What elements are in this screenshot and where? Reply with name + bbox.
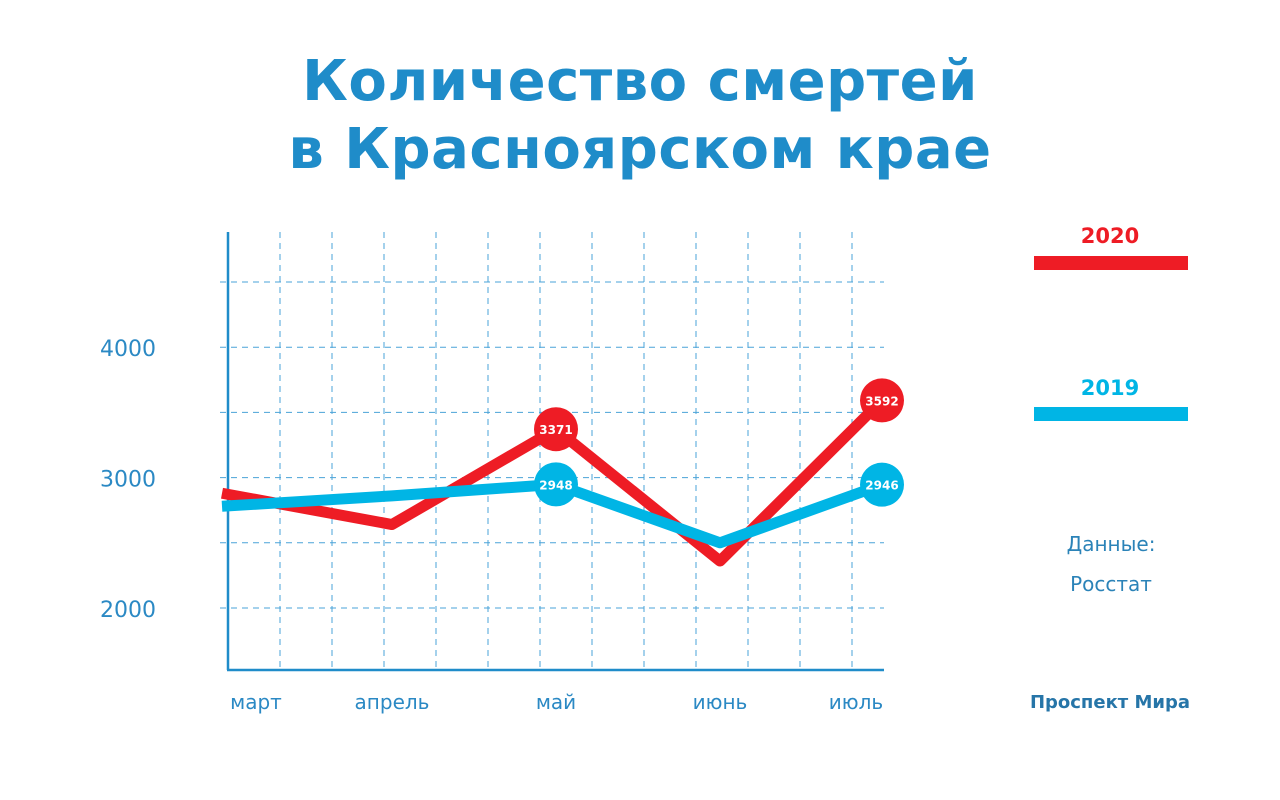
legend-label-2019: 2019 <box>1080 376 1140 400</box>
data-label-2019: 2946 <box>865 479 898 493</box>
y-tick-label: 2000 <box>100 598 156 623</box>
legend-line-2019 <box>1034 407 1188 421</box>
chart-grid <box>220 232 884 670</box>
data-source: Данные: Росстат <box>1036 524 1186 604</box>
data-point-2019 <box>860 462 904 507</box>
data-label-2020: 3592 <box>865 394 898 408</box>
data-point-2020 <box>534 407 578 452</box>
x-tick-label: май <box>536 690 576 714</box>
chart-axes <box>226 232 884 672</box>
y-tick-labels: 4000 3000 2000 <box>100 337 156 623</box>
data-label-2019: 2948 <box>539 478 572 492</box>
data-point-2020 <box>860 378 904 423</box>
y-tick-label: 3000 <box>100 468 156 493</box>
data-point-2019 <box>534 462 578 507</box>
x-tick-labels: март апрель май июнь июль <box>230 690 883 714</box>
chart-markers: 3371 3592 2948 2946 <box>534 378 904 507</box>
source-line-1: Данные: <box>1066 532 1156 556</box>
source-line-2: Росстат <box>1070 572 1152 596</box>
legend-line-2020 <box>1034 256 1188 270</box>
x-tick-label: июль <box>829 690 883 714</box>
title-line-2: в Красноярском крае <box>288 117 992 182</box>
brand-name: Проспект Мира <box>1029 692 1191 713</box>
data-label-2020: 3371 <box>539 423 572 437</box>
x-tick-label: июнь <box>693 690 748 714</box>
title-line-1: Количество смертей <box>302 49 978 114</box>
legend-label-2020: 2020 <box>1080 224 1140 248</box>
x-tick-label: апрель <box>355 690 430 714</box>
y-tick-label: 4000 <box>100 337 156 362</box>
chart-title: Количество смертей в Красноярском крае <box>0 48 1280 184</box>
x-tick-label: март <box>230 690 282 714</box>
